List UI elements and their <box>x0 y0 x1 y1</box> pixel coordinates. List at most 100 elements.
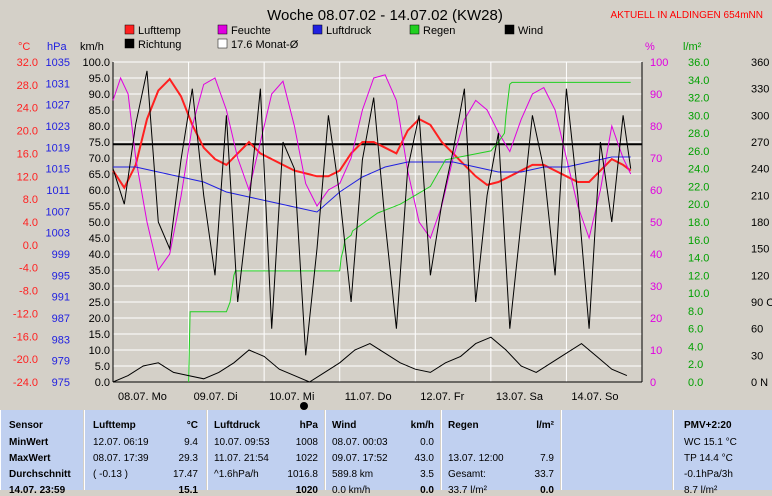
humidity-tick-label: 50 <box>650 217 662 229</box>
direction-tick-label: 300 <box>751 110 769 122</box>
humidity-tick-label: 60 <box>650 185 662 197</box>
rain-tick-label: 22.0 <box>688 181 709 193</box>
pressure-tick-label: 995 <box>52 270 70 282</box>
x-tick-label: 08.07. Mo <box>118 391 167 403</box>
humidity-tick-label: 40 <box>650 249 662 261</box>
axes: 32.0 28.0 24.0 20.0 16.0 12.0 8.0 4.0 0.0 -4.0 -8.… <box>13 57 772 389</box>
direction-tick-label: 150 <box>751 244 769 256</box>
humidity-tick-label: 90 <box>650 89 662 101</box>
pressure-tick-label: 1031 <box>46 78 70 90</box>
temp-current-value: 15.1 <box>178 485 198 496</box>
rain-max-time: 13.07. 12:00 <box>448 453 504 464</box>
wind-max-value: 43.0 <box>414 453 434 464</box>
temp-tick-label: -4.0 <box>19 263 38 275</box>
pressure-tick-label: 975 <box>52 377 70 389</box>
x-tick-label: 14.07. So <box>571 391 618 403</box>
rain-tick-label: 10.0 <box>688 288 709 300</box>
temp-max-value: 29.3 <box>178 453 198 464</box>
rain-max-value: 7.9 <box>540 453 554 464</box>
humidity-tick-label: 80 <box>650 121 662 133</box>
pressure-unit-label: hPa <box>47 41 67 53</box>
temp-trend: ( -0.13 ) <box>93 469 129 480</box>
temp-header: Lufttemp <box>93 420 136 431</box>
temp-tick-label: 24.0 <box>17 103 38 115</box>
wind-unit: km/h <box>410 420 434 431</box>
wind-tick-label: 10.0 <box>89 345 110 357</box>
temp-tick-label: 0.0 <box>23 240 38 252</box>
direction-tick-label: 90 O <box>751 297 772 309</box>
direction-tick-label: 120 <box>751 270 769 282</box>
wind-tick-label: 75.0 <box>89 137 110 149</box>
temp-tick-label: 20.0 <box>17 126 38 138</box>
col-sensor: Sensor MinWert MaxWert Durchschnitt 14.0… <box>0 410 83 496</box>
wind-tick-label: 60.0 <box>89 185 110 197</box>
legend-swatch-rain <box>409 24 420 35</box>
pressure-tick-label: 1027 <box>46 100 70 112</box>
temp-avg-value: 17.47 <box>172 469 198 480</box>
legend-label-pressure: Luftdruck <box>326 25 372 37</box>
legend-label-humidity: Feuchte <box>231 25 271 37</box>
direction-tick-label: 0 N <box>751 377 768 389</box>
humidity-tick-label: 20 <box>650 313 662 325</box>
rain-tick-label: 24.0 <box>688 164 709 176</box>
humidity-tick-label: 100 <box>650 57 668 69</box>
rain-tick-label: 30.0 <box>688 110 709 122</box>
temp-min-value: 9.4 <box>184 437 198 448</box>
wind-tick-label: 100.0 <box>82 57 110 69</box>
pressure-tick-label: 1019 <box>46 142 70 154</box>
pressure-tick-label: 979 <box>52 356 70 368</box>
wind-current-value: 0.0 <box>420 485 434 496</box>
rain-tick-label: 16.0 <box>688 235 709 247</box>
legend-swatch-temp <box>124 24 135 35</box>
current-time-marker <box>300 402 308 410</box>
pmv-header: PMV+2:20 <box>684 420 732 431</box>
pressure-tick-label: 1023 <box>46 121 70 133</box>
wind-tick-label: 50.0 <box>89 217 110 229</box>
wind-max-time: 09.07. 17:52 <box>332 453 388 464</box>
legend-label-direction: Richtung <box>138 39 181 51</box>
x-tick-label: 12.07. Fr <box>420 391 464 403</box>
wind-tick-label: 85.0 <box>89 105 110 117</box>
wind-tick-label: 15.0 <box>89 329 110 341</box>
temp-tick-label: 16.0 <box>17 148 38 160</box>
wind-tick-label: 80.0 <box>89 121 110 133</box>
pressure-tick-label: 1035 <box>46 57 70 69</box>
temp-unit: °C <box>186 420 198 431</box>
wind-avg-value: 3.5 <box>420 469 434 480</box>
series-line-humidity <box>112 74 632 272</box>
pmv-windchill: WC 15.1 °C <box>684 437 737 448</box>
temp-unit-label: °C <box>18 41 30 53</box>
pressure-tick-label: 999 <box>52 249 70 261</box>
wind-tick-label: 20.0 <box>89 313 110 325</box>
wind-distance: 589.8 km <box>332 469 374 480</box>
rain-tick-label: 2.0 <box>688 359 703 371</box>
pmv-pressure-trend: -0.1hPa/3h <box>684 469 733 480</box>
wind-min-value: 0.0 <box>420 437 434 448</box>
x-tick-label: 09.07. Di <box>194 391 238 403</box>
legend-label-month_avg: 17.6 Monat-Ø <box>231 39 299 51</box>
humidity-unit-label: % <box>645 41 655 53</box>
pressure-tick-label: 1011 <box>46 185 70 197</box>
rain-unit: l/m² <box>536 420 554 431</box>
wind-unit-label: km/h <box>80 41 104 53</box>
legend-swatch-direction <box>124 38 135 49</box>
wind-current-text: 0.0 km/h <box>332 485 371 496</box>
series-line-direction <box>112 70 632 356</box>
direction-tick-label: 360 N <box>751 57 772 69</box>
pressure-tick-label: 983 <box>52 334 70 346</box>
rain-tick-label: 32.0 <box>688 93 709 105</box>
temp-min-time: 12.07. 06:19 <box>93 437 149 448</box>
legend-swatch-wind <box>504 24 515 35</box>
wind-header: Wind <box>332 420 357 431</box>
x-tick-label: 13.07. Sa <box>496 391 544 403</box>
humidity-tick-label: 70 <box>650 153 662 165</box>
x-axis: 08.07. Mo 09.07. Di 10.07. Mi 11.07. Do 12.0… <box>118 391 619 410</box>
legend-swatch-humidity <box>217 24 228 35</box>
sensor-row-min: MinWert <box>9 437 49 448</box>
rain-tick-label: 14.0 <box>688 253 709 265</box>
wind-tick-label: 65.0 <box>89 169 110 181</box>
station-label: AKTUELL IN ALDINGEN 654mNN <box>611 10 763 21</box>
pressure-tick-label: 987 <box>52 313 70 325</box>
pressure-tick-label: 1007 <box>46 206 70 218</box>
rain-tick-label: 18.0 <box>688 217 709 229</box>
